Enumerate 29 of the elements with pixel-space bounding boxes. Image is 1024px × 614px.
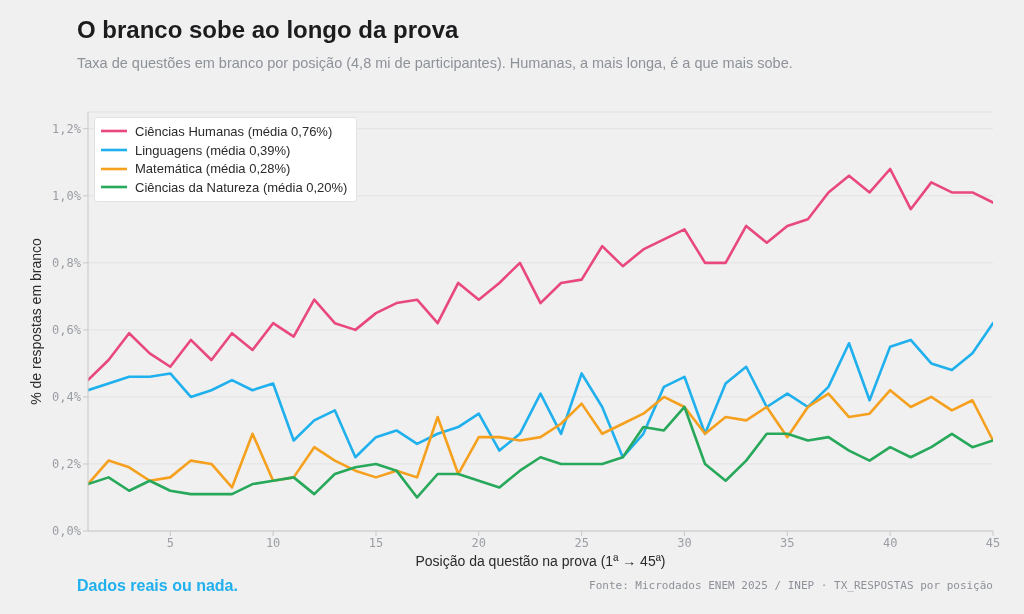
line-series	[88, 405, 993, 499]
legend-label: Linguagens (média 0,39%)	[135, 142, 291, 158]
chart-title: O branco sobe ao longo da prova	[77, 16, 459, 44]
x-tick-label: 15	[368, 535, 384, 550]
y-tick-label: 0,4%	[52, 390, 82, 405]
x-tick-label: 20	[471, 535, 487, 550]
legend-label: Ciências da Natureza (média 0,20%)	[135, 179, 348, 195]
y-tick-label: 0,8%	[52, 256, 82, 271]
legend-label: Matemática (média 0,28%)	[135, 161, 291, 177]
line-series	[88, 321, 993, 459]
y-tick-label: 0,0%	[52, 524, 82, 539]
x-tick-label: 25	[574, 535, 589, 550]
x-tick-label: 30	[677, 535, 692, 550]
x-tick-label: 35	[780, 535, 795, 550]
x-tick-label: 40	[882, 535, 898, 550]
x-tick-label: 5	[166, 535, 174, 550]
x-tick-label: 45	[985, 535, 1001, 550]
source-note: Fonte: Microdados ENEM 2025 / INEP · TX_RESPOSTAS por posição	[589, 579, 993, 592]
y-tick-label: 0,6%	[52, 323, 82, 338]
x-tick-label: 10	[265, 535, 281, 550]
legend-label: Ciências Humanas (média 0,76%)	[135, 123, 333, 139]
text: Dados reais ou nada.	[77, 577, 238, 595]
chart-subtitle: Taxa de questões em branco por posição (4,8 mi de participantes). Humanas, a mais longa, é a que mais sobe.	[77, 55, 793, 71]
y-axis-title: % de respostas em branco	[28, 238, 44, 405]
y-tick-label: 0,2%	[52, 457, 82, 472]
line-series	[88, 388, 993, 489]
y-tick-label: 1,0%	[52, 189, 82, 204]
y-tick-label: 1,2%	[52, 122, 82, 137]
x-axis-title: Posição da questão na prova (1ª → 45ª)	[415, 553, 666, 569]
